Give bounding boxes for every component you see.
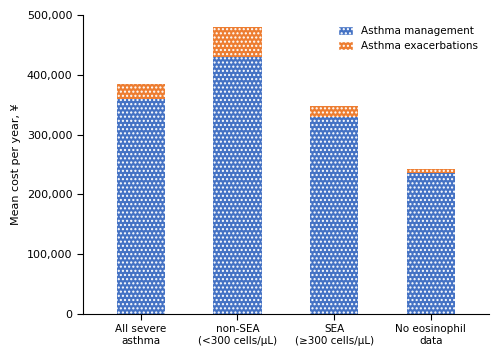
Bar <box>310 117 358 314</box>
Y-axis label: Mean cost per year, ¥: Mean cost per year, ¥ <box>11 104 21 225</box>
Bar <box>116 84 165 99</box>
Bar <box>310 106 358 117</box>
Bar <box>406 174 455 314</box>
Bar <box>214 57 262 314</box>
Bar <box>214 27 262 57</box>
Bar <box>406 169 455 174</box>
Legend: Asthma management, Asthma exacerbations: Asthma management, Asthma exacerbations <box>332 20 484 56</box>
Bar <box>116 99 165 314</box>
